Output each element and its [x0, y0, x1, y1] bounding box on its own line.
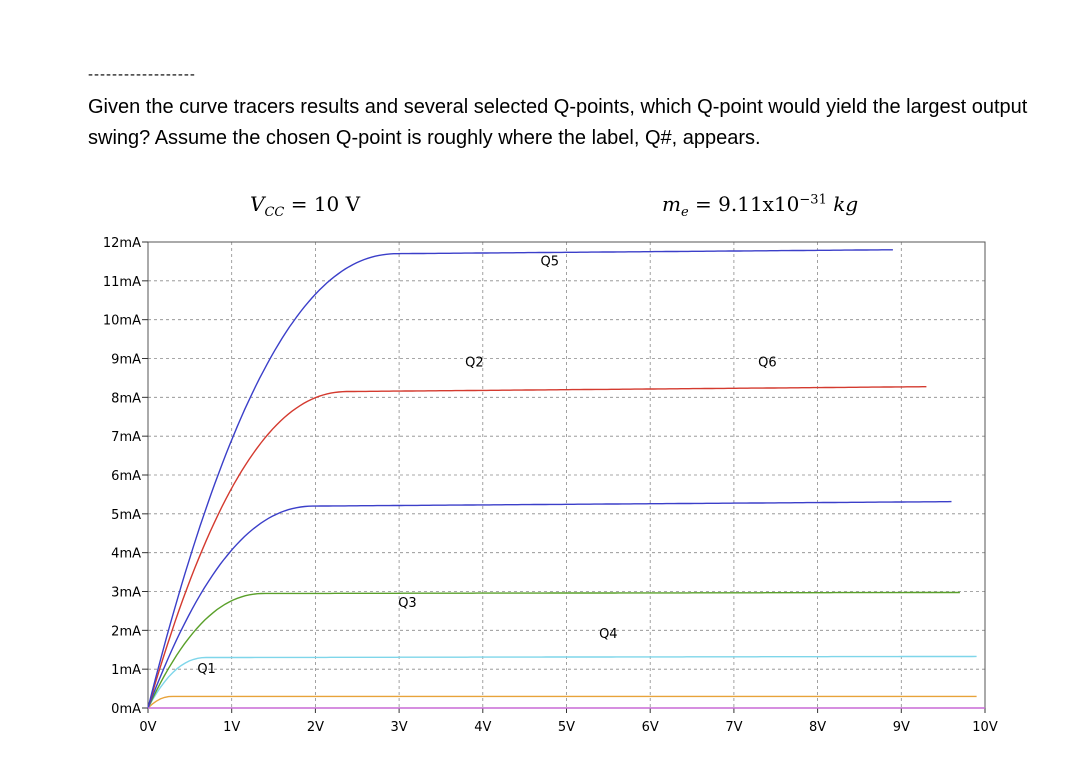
- x-tick-label: 9V: [893, 720, 910, 735]
- y-tick-label: 8mA: [111, 391, 141, 406]
- x-tick-label: 5V: [558, 720, 575, 735]
- y-tick-label: 7mA: [111, 430, 141, 445]
- x-tick-label: 8V: [809, 720, 826, 735]
- x-tick-label: 7V: [725, 720, 742, 735]
- vcc-value: = 10 V: [284, 192, 361, 216]
- x-tick-label: 3V: [391, 720, 408, 735]
- vcc-annotation: VCC = 10 V: [250, 192, 360, 220]
- y-tick-label: 2mA: [111, 624, 141, 639]
- characteristic-curve-3: [147, 591, 960, 709]
- me-unit: kg: [826, 192, 859, 216]
- me-subscript: e: [680, 205, 689, 220]
- x-tick-label: 4V: [474, 720, 491, 735]
- x-tick-label: 10V: [972, 720, 998, 735]
- q-point-label: Q4: [599, 627, 618, 642]
- q-point-label: Q1: [197, 662, 216, 677]
- q-point-label: Q2: [465, 355, 484, 370]
- characteristic-curve-2: [147, 655, 977, 709]
- y-tick-label: 9mA: [111, 353, 141, 368]
- me-exponent: −31: [799, 192, 827, 208]
- x-tick-label: 1V: [223, 720, 240, 735]
- q-point-label: Q3: [398, 596, 417, 611]
- y-tick-label: 3mA: [111, 586, 141, 601]
- y-tick-label: 4mA: [111, 547, 141, 562]
- me-symbol: m: [662, 192, 681, 216]
- vcc-symbol: V: [250, 192, 265, 216]
- me-annotation: me = 9.11x10−31 kg: [662, 192, 858, 220]
- y-tick-label: 6mA: [111, 469, 141, 484]
- vcc-subscript: CC: [264, 205, 285, 220]
- x-tick-label: 2V: [307, 720, 324, 735]
- characteristic-curve-5: [147, 386, 927, 709]
- x-tick-label: 6V: [642, 720, 659, 735]
- y-tick-label: 1mA: [111, 663, 141, 678]
- me-value: = 9.11x10: [688, 192, 800, 216]
- y-tick-label: 11mA: [103, 275, 141, 290]
- characteristic-curve-4: [147, 500, 952, 709]
- question-text: Given the curve tracers results and seve…: [88, 96, 1028, 149]
- q-point-label: Q6: [758, 355, 777, 370]
- x-tick-label: 0V: [139, 720, 156, 735]
- characteristic-curve-6: [147, 249, 893, 709]
- separator-rule: ------------------: [88, 66, 196, 83]
- y-tick-label: 0mA: [111, 702, 141, 717]
- characteristic-curve-1: [147, 695, 977, 709]
- y-tick-label: 12mA: [103, 236, 141, 251]
- q-point-label: Q5: [541, 254, 560, 269]
- y-tick-label: 10mA: [103, 314, 141, 329]
- y-tick-label: 5mA: [111, 508, 141, 523]
